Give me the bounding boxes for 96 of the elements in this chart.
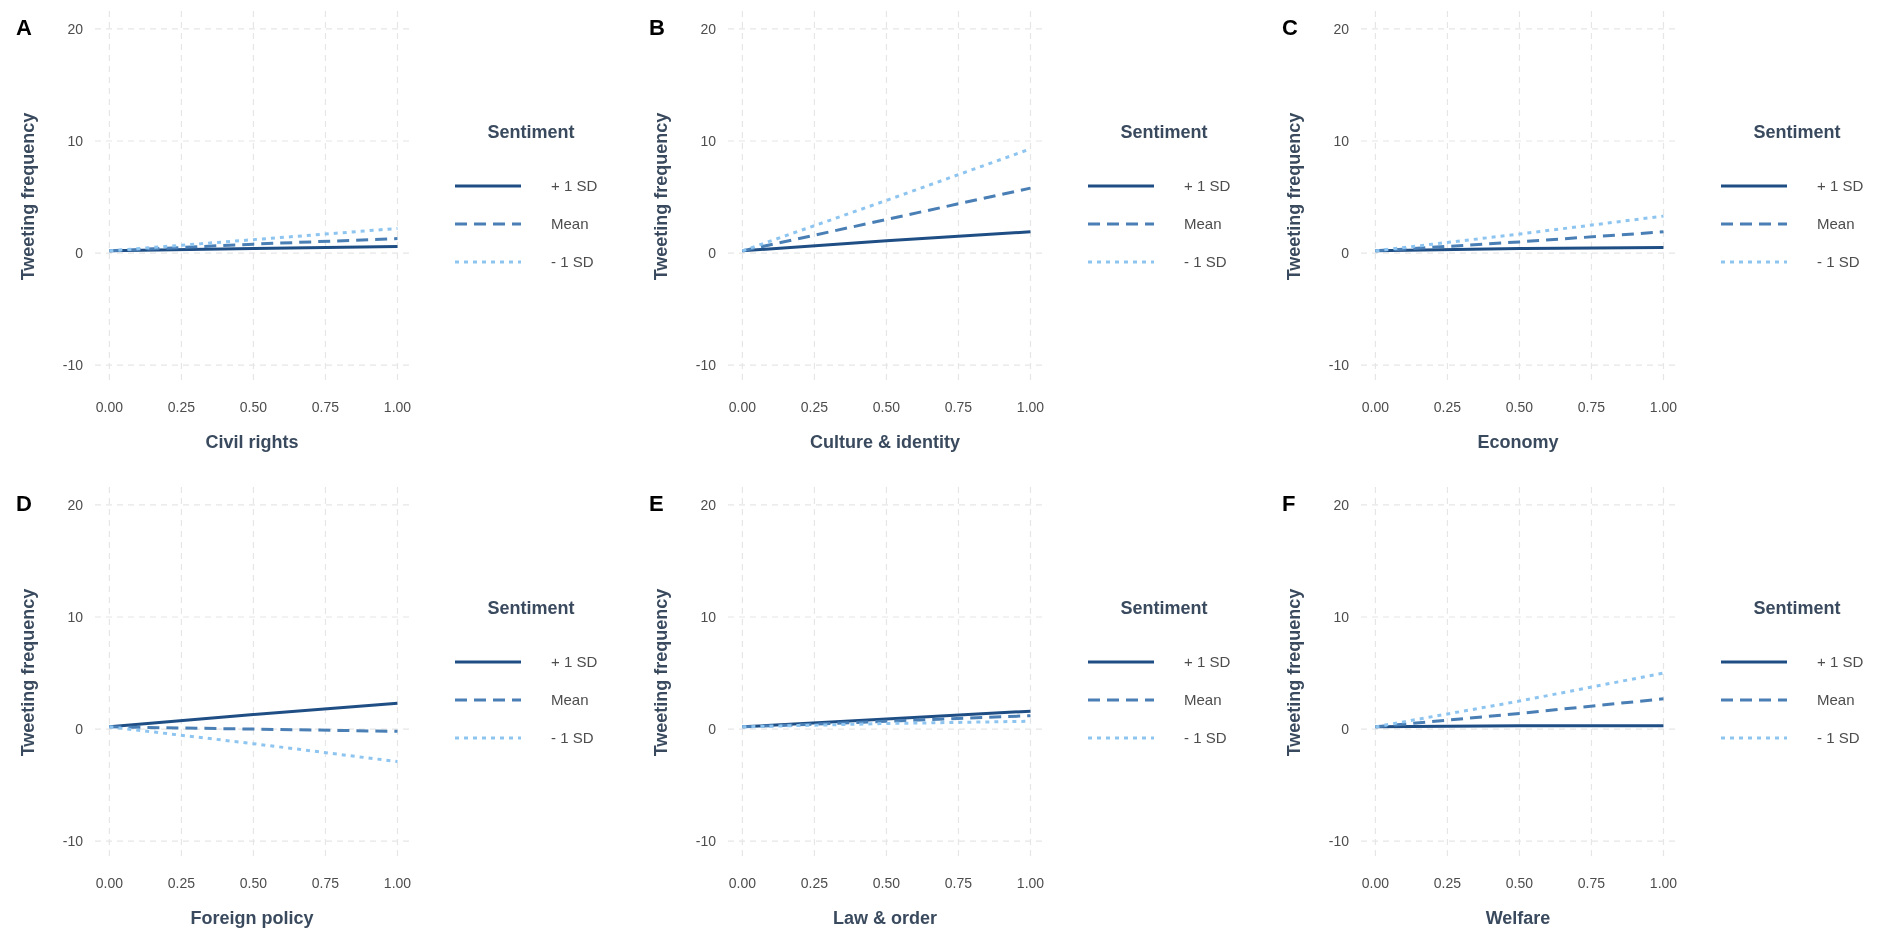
x-axis-title: Law & order xyxy=(832,908,938,928)
y-tick-label: 0 xyxy=(708,721,717,737)
y-tick-label: -10 xyxy=(62,357,84,374)
legend-label: Mean xyxy=(1817,691,1855,709)
x-tick-label: 0.50 xyxy=(1505,399,1534,415)
y-tick-label: 20 xyxy=(67,496,84,513)
x-axis-title: Welfare xyxy=(1485,908,1551,928)
chart-title: D xyxy=(16,491,32,516)
legend-label: Mean xyxy=(1817,215,1855,233)
x-tick-label: 1.00 xyxy=(1649,875,1678,891)
x-tick-label: 0.75 xyxy=(944,399,973,415)
y-tick-label: -10 xyxy=(62,833,84,850)
y-tick-label: 0 xyxy=(1341,245,1350,261)
legend-title: Sentiment xyxy=(1120,598,1208,618)
legend-title: Sentiment xyxy=(1120,122,1208,142)
y-tick-label: 10 xyxy=(67,132,84,149)
y-tick-label: -10 xyxy=(1328,833,1350,850)
y-tick-label: 0 xyxy=(75,721,84,737)
legend-title: Sentiment xyxy=(1753,598,1841,618)
x-axis-title: Foreign policy xyxy=(190,908,314,928)
y-axis-title: Tweeting frequency xyxy=(18,588,38,757)
x-tick-label: 0.25 xyxy=(800,399,829,415)
y-tick-label: -10 xyxy=(695,833,717,850)
x-tick-label: 0.50 xyxy=(872,399,901,415)
y-tick-label: 0 xyxy=(75,245,84,261)
legend-label: - 1 SD xyxy=(551,253,594,271)
legend-label: + 1 SD xyxy=(551,177,598,195)
y-tick-label: 0 xyxy=(708,245,717,261)
x-tick-label: 0.25 xyxy=(1433,399,1462,415)
x-tick-label: 0.00 xyxy=(728,875,757,891)
x-tick-label: 0.00 xyxy=(95,875,124,891)
x-tick-label: 1.00 xyxy=(383,399,412,415)
x-tick-label: 0.50 xyxy=(239,399,268,415)
y-tick-label: 10 xyxy=(700,132,717,149)
y-tick-label: 10 xyxy=(700,608,717,625)
legend-label: - 1 SD xyxy=(1817,729,1860,747)
y-tick-label: -10 xyxy=(695,357,717,374)
x-tick-label: 0.75 xyxy=(311,875,340,891)
legend-label: - 1 SD xyxy=(551,729,594,747)
legend-label: + 1 SD xyxy=(1817,177,1864,195)
x-tick-label: 0.00 xyxy=(728,399,757,415)
legend-title: Sentiment xyxy=(487,122,575,142)
legend-label: + 1 SD xyxy=(1817,653,1864,671)
legend-label: + 1 SD xyxy=(551,653,598,671)
y-axis-title: Tweeting frequency xyxy=(1284,588,1304,757)
legend-label: + 1 SD xyxy=(1184,177,1231,195)
y-tick-label: 20 xyxy=(700,496,717,513)
y-tick-label: 10 xyxy=(1333,608,1350,625)
x-tick-label: 0.25 xyxy=(167,399,196,415)
legend-title: Sentiment xyxy=(487,598,575,618)
y-tick-label: -10 xyxy=(1328,357,1350,374)
x-tick-label: 1.00 xyxy=(1649,399,1678,415)
legend-label: Mean xyxy=(551,691,589,709)
x-tick-label: 0.00 xyxy=(95,399,124,415)
y-tick-label: 20 xyxy=(1333,20,1350,37)
y-tick-label: 20 xyxy=(700,20,717,37)
x-tick-label: 0.00 xyxy=(1361,875,1390,891)
x-axis-title: Culture & identity xyxy=(809,432,961,452)
x-axis-title: Economy xyxy=(1477,432,1559,452)
x-tick-label: 1.00 xyxy=(383,875,412,891)
chart-title: B xyxy=(649,15,665,40)
x-axis-title: Civil rights xyxy=(205,432,299,452)
x-tick-label: 0.75 xyxy=(1577,399,1606,415)
y-axis-title: Tweeting frequency xyxy=(18,112,38,281)
x-tick-label: 0.50 xyxy=(239,875,268,891)
x-tick-label: 0.25 xyxy=(800,875,829,891)
chart-title: F xyxy=(1282,491,1296,516)
x-tick-label: 0.50 xyxy=(1505,875,1534,891)
legend-label: - 1 SD xyxy=(1817,253,1860,271)
legend-label: - 1 SD xyxy=(1184,253,1227,271)
chart-title: A xyxy=(16,15,32,40)
legend-label: - 1 SD xyxy=(1184,729,1227,747)
y-axis-title: Tweeting frequency xyxy=(651,588,671,757)
y-tick-label: 20 xyxy=(1333,496,1350,513)
y-tick-label: 0 xyxy=(1341,721,1350,737)
x-tick-label: 0.25 xyxy=(1433,875,1462,891)
y-tick-label: 10 xyxy=(67,608,84,625)
legend-label: Mean xyxy=(1184,215,1222,233)
x-tick-label: 1.00 xyxy=(1016,399,1045,415)
x-tick-label: 0.00 xyxy=(1361,399,1390,415)
y-tick-label: 20 xyxy=(67,20,84,37)
legend-title: Sentiment xyxy=(1753,122,1841,142)
x-tick-label: 0.50 xyxy=(872,875,901,891)
x-tick-label: 0.75 xyxy=(311,399,340,415)
legend-label: Mean xyxy=(1184,691,1222,709)
y-axis-title: Tweeting frequency xyxy=(651,112,671,281)
x-tick-label: 1.00 xyxy=(1016,875,1045,891)
x-tick-label: 0.75 xyxy=(944,875,973,891)
y-axis-title: Tweeting frequency xyxy=(1284,112,1304,281)
legend-label: Mean xyxy=(551,215,589,233)
x-tick-label: 0.25 xyxy=(167,875,196,891)
y-tick-label: 10 xyxy=(1333,132,1350,149)
legend-label: + 1 SD xyxy=(1184,653,1231,671)
chart-title: C xyxy=(1282,15,1298,40)
x-tick-label: 0.75 xyxy=(1577,875,1606,891)
chart-title: E xyxy=(649,491,664,516)
